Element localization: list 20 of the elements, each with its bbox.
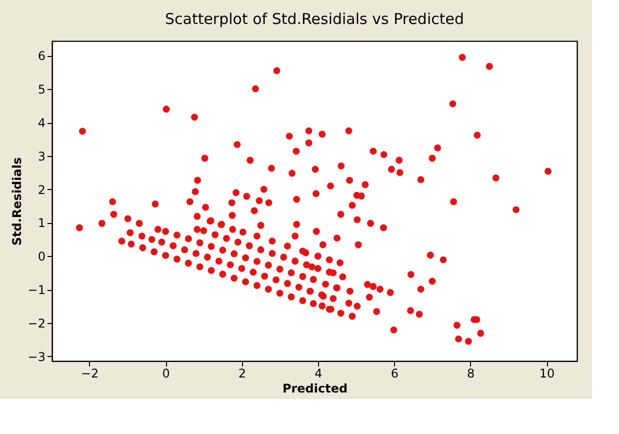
y-axis-title: Std.Residials	[10, 157, 24, 246]
y-tick-label: 0	[38, 250, 46, 264]
x-tick-label: 6	[390, 366, 398, 380]
y-tick-label: −1	[28, 283, 46, 298]
y-tick-label: 1	[38, 216, 46, 230]
y-tick-label: 3	[38, 149, 46, 164]
y-tick-label: −3	[28, 350, 46, 364]
y-tick-label: 2	[38, 182, 46, 197]
y-tick-label: 5	[38, 82, 46, 97]
x-axis-title: Predicted	[282, 382, 348, 396]
x-tick-label: 4	[314, 366, 322, 380]
y-tick-label: 4	[38, 116, 46, 130]
y-tick-label: 6	[38, 49, 46, 64]
x-tick-label: −2	[80, 366, 99, 380]
x-tick-label: 2	[238, 366, 246, 380]
chart-title: Scatterplot of Std.Residials vs Predicted	[164, 10, 464, 28]
x-tick-label: 0	[162, 366, 170, 380]
x-tick-label: 8	[467, 366, 475, 380]
x-tick-label: 10	[539, 366, 555, 380]
y-tick-label: −2	[28, 316, 46, 330]
